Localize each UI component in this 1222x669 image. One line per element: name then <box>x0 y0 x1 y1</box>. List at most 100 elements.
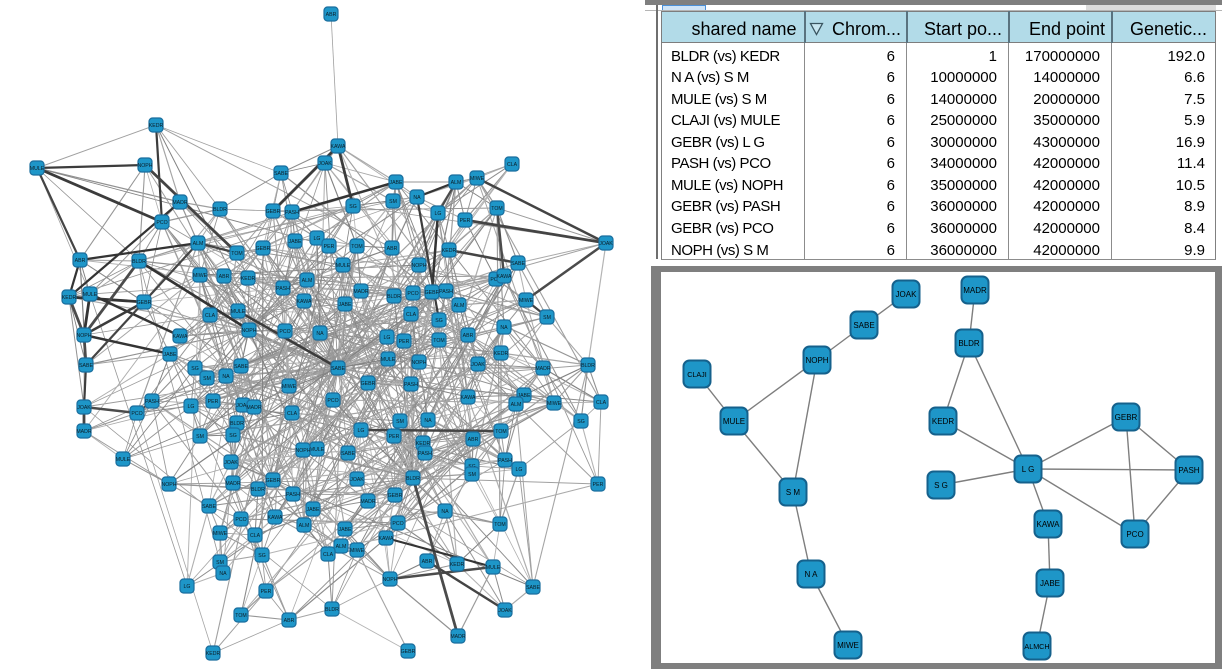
svg-text:BLDR: BLDR <box>213 207 227 213</box>
svg-text:MADR: MADR <box>535 366 551 372</box>
svg-text:JOAK: JOAK <box>318 161 332 167</box>
svg-text:GEBR: GEBR <box>388 493 403 499</box>
svg-text:SG: SG <box>349 204 357 210</box>
svg-text:NOPH: NOPH <box>805 356 828 365</box>
svg-text:MULE: MULE <box>231 309 246 315</box>
svg-text:CLA: CLA <box>287 411 298 417</box>
svg-text:MULE: MULE <box>486 565 501 571</box>
svg-text:PCO: PCO <box>1126 530 1143 539</box>
svg-text:JABE: JABE <box>164 352 178 358</box>
svg-text:MULE: MULE <box>336 263 351 269</box>
svg-text:SG: SG <box>577 419 585 425</box>
svg-text:NA: NA <box>441 509 449 515</box>
svg-text:JABE: JABE <box>1040 579 1060 588</box>
svg-text:ALMCH: ALMCH <box>1024 642 1049 651</box>
svg-text:ABR: ABR <box>219 274 230 280</box>
svg-text:CLA: CLA <box>205 313 216 319</box>
svg-text:PASH: PASH <box>145 399 159 405</box>
svg-text:ALM: ALM <box>299 523 310 529</box>
svg-text:GEBR: GEBR <box>1115 413 1138 422</box>
svg-text:MIWE: MIWE <box>282 384 297 390</box>
svg-text:PER: PER <box>460 218 471 224</box>
svg-text:JOAK: JOAK <box>599 241 613 247</box>
svg-text:PER: PER <box>399 339 410 345</box>
svg-text:LG: LG <box>184 584 191 590</box>
svg-text:NA: NA <box>500 325 508 331</box>
svg-text:KAWA: KAWA <box>173 334 188 340</box>
svg-text:SABE: SABE <box>511 261 525 267</box>
svg-text:GEBR: GEBR <box>361 381 376 387</box>
svg-text:NOPH: NOPH <box>138 163 153 169</box>
svg-text:PER: PER <box>208 399 219 405</box>
svg-text:PCO: PCO <box>156 220 167 226</box>
svg-text:BLDR: BLDR <box>251 487 265 493</box>
svg-text:JABE: JABE <box>289 239 303 245</box>
svg-text:SABE: SABE <box>331 366 345 372</box>
svg-text:N A: N A <box>805 570 819 579</box>
svg-text:BLDR: BLDR <box>406 476 420 482</box>
svg-text:LG: LG <box>516 467 523 473</box>
svg-text:MIWE: MIWE <box>547 401 562 407</box>
svg-text:KEDR: KEDR <box>206 651 221 657</box>
svg-text:MADR: MADR <box>172 200 188 206</box>
svg-text:PASH: PASH <box>276 286 290 292</box>
svg-text:LG: LG <box>358 428 365 434</box>
svg-text:JOAK: JOAK <box>77 405 91 411</box>
svg-text:S M: S M <box>786 488 801 497</box>
svg-text:MADR: MADR <box>246 405 262 411</box>
svg-text:MIWE: MIWE <box>350 548 365 554</box>
svg-text:BLDR: BLDR <box>132 259 146 265</box>
svg-text:KEDR: KEDR <box>450 562 465 568</box>
svg-text:MULE: MULE <box>83 292 98 298</box>
svg-text:MIWE: MIWE <box>470 176 485 182</box>
svg-text:TOM: TOM <box>491 206 502 212</box>
svg-text:KAWA: KAWA <box>297 299 312 305</box>
svg-text:MULE: MULE <box>116 457 131 463</box>
svg-text:TOM: TOM <box>495 429 506 435</box>
svg-text:BLDR: BLDR <box>958 339 980 348</box>
svg-text:KEDR: KEDR <box>416 441 431 447</box>
svg-text:SM: SM <box>389 199 397 205</box>
svg-text:CLA: CLA <box>406 312 417 318</box>
svg-text:KAWA: KAWA <box>1037 520 1061 529</box>
svg-text:KEDR: KEDR <box>62 295 77 301</box>
svg-text:NA: NA <box>424 418 432 424</box>
svg-text:JOAK: JOAK <box>236 403 250 409</box>
svg-text:PASH: PASH <box>285 210 299 216</box>
svg-text:BLDR: BLDR <box>387 294 401 300</box>
svg-text:PASH: PASH <box>1178 466 1199 475</box>
svg-text:KEDR: KEDR <box>241 276 256 282</box>
svg-text:SG: SG <box>191 366 199 372</box>
svg-text:KEDR: KEDR <box>932 417 954 426</box>
svg-text:ABR: ABR <box>326 12 337 18</box>
svg-text:BLDR: BLDR <box>325 607 339 613</box>
svg-text:SABE: SABE <box>274 171 288 177</box>
svg-text:SABE: SABE <box>526 585 540 591</box>
svg-text:MULE: MULE <box>381 357 396 363</box>
svg-text:SM: SM <box>196 434 204 440</box>
svg-text:L G: L G <box>1022 465 1035 474</box>
svg-text:JABE: JABE <box>390 180 404 186</box>
svg-text:SM: SM <box>543 315 551 321</box>
svg-text:S G: S G <box>934 481 948 490</box>
svg-text:KAWA: KAWA <box>379 536 394 542</box>
svg-text:ABR: ABR <box>422 559 433 565</box>
svg-text:ABR: ABR <box>468 437 479 443</box>
svg-text:SM: SM <box>216 560 224 566</box>
svg-text:KAWA: KAWA <box>461 395 476 401</box>
svg-text:PER: PER <box>593 482 604 488</box>
svg-text:NOPH: NOPH <box>162 482 177 488</box>
svg-text:ALM: ALM <box>454 303 465 309</box>
svg-text:TOM: TOM <box>433 338 444 344</box>
svg-text:SM: SM <box>396 419 404 425</box>
svg-text:GEBR: GEBR <box>266 209 281 215</box>
svg-text:PCO: PCO <box>235 517 246 523</box>
svg-text:JOAK: JOAK <box>498 608 512 614</box>
svg-text:PCO: PCO <box>392 521 403 527</box>
svg-text:JABE: JABE <box>518 393 532 399</box>
svg-text:KAWA: KAWA <box>497 274 512 280</box>
svg-text:PCO: PCO <box>131 411 142 417</box>
svg-text:SABE: SABE <box>202 504 216 510</box>
svg-text:NOPH: NOPH <box>412 360 427 366</box>
svg-text:GEBR: GEBR <box>425 290 440 296</box>
